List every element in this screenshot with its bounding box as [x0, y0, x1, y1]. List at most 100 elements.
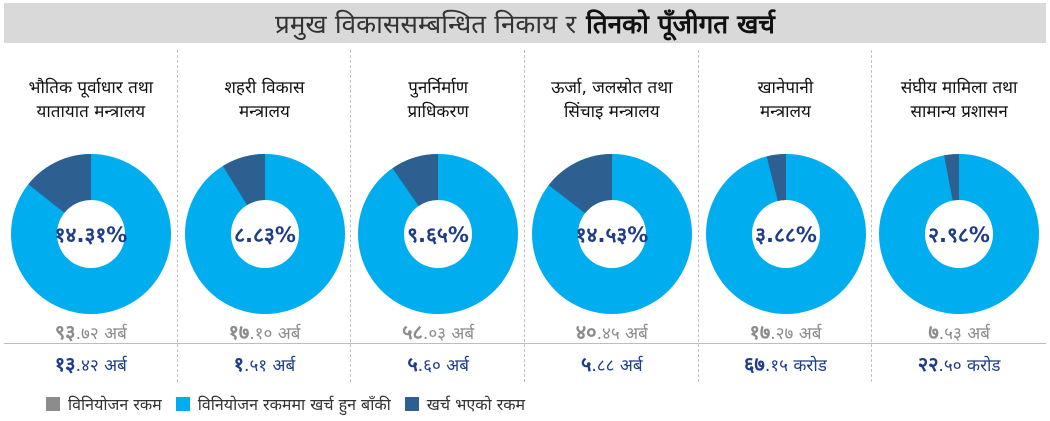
spent-unit: अर्ब: [446, 356, 469, 376]
donut-slice-spent: [222, 154, 265, 206]
allocation-decimal: .२७: [770, 324, 794, 344]
ministry-name-line2: यातायात मन्त्रालय: [36, 102, 146, 122]
allocation-decimal: .७२: [75, 324, 99, 344]
ministry-name: संघीय मामिला तथा सामान्य प्रशासन: [872, 76, 1046, 124]
percent-label: १४.३१%: [55, 223, 128, 247]
spent-value: ५: [580, 352, 592, 376]
donut-chart: १४.३१%: [11, 154, 171, 314]
legend-label-spent: खर्च भएको रकम: [426, 395, 526, 414]
legend-item-remaining: विनियोजन रकममा खर्च हुन बाँकी: [175, 393, 391, 415]
panel-5: खानेपानी मन्त्रालय ३.८८% १७.२७ अर्ब ६७.१५ कर…: [699, 50, 873, 382]
panel-divider: [871, 50, 873, 382]
ministry-name: खानेपानी मन्त्रालय: [699, 76, 873, 124]
donut-chart: ३.८८%: [705, 154, 866, 314]
donut-slice-spent: [944, 154, 960, 201]
panel-divider: [350, 50, 352, 382]
panel-divider: [523, 50, 525, 382]
ministry-name-line2: सामान्य प्रशासन: [910, 102, 1008, 122]
spent-amount: ५.६० अर्ब: [351, 350, 525, 377]
legend-item-spent: खर्च भएको रकम: [404, 393, 526, 415]
ministry-name-line1: ऊर्जा, जलस्रोत तथा: [551, 78, 673, 98]
donut-panels: भौतिक पूर्वाधार तथा यातायात मन्त्रालय १४.३…: [4, 50, 1046, 382]
donut-slice-spent: [766, 154, 786, 202]
legend-swatch-remaining: [175, 397, 190, 411]
legend-swatch-spent: [404, 397, 419, 411]
allocation-unit: अर्ब: [967, 324, 990, 344]
donut-slice-remaining: [184, 154, 345, 314]
legend: विनियोजन रकम विनियोजन रकममा खर्च हुन बाँ…: [46, 392, 539, 416]
ministry-name: पुनर्निर्माण प्राधिकरण: [351, 76, 525, 124]
legend-label-remaining: विनियोजन रकममा खर्च हुन बाँकी: [197, 395, 391, 414]
allocation-amount: ४०.४५ अर्ब: [525, 318, 699, 345]
spent-decimal: .५०: [938, 356, 962, 376]
ministry-name-line1: शहरी विकास: [224, 78, 305, 98]
spent-amount: ५.८८ अर्ब: [525, 350, 699, 377]
spent-amount: ६७.१५ करोड: [699, 350, 873, 377]
spent-decimal: .१५: [764, 356, 788, 376]
donut-slice-remaining: [358, 154, 519, 314]
ministry-name-line2: प्राधिकरण: [407, 102, 469, 122]
allocation-unit: अर्ब: [798, 324, 822, 344]
allocation-value: ५८: [402, 320, 423, 344]
spent-decimal: .८८: [591, 356, 615, 376]
spent-unit: करोड: [967, 356, 1001, 376]
allocation-value: ९३: [54, 320, 76, 344]
ministry-name-line1: संघीय मामिला तथा: [900, 78, 1018, 98]
legend-label-allocation: विनियोजन रकम: [68, 395, 162, 414]
percent-label: १४.५३%: [576, 223, 649, 247]
spent-value: १३: [54, 352, 76, 376]
panel-1: भौतिक पूर्वाधार तथा यातायात मन्त्रालय १४.३…: [4, 50, 178, 382]
row-divider: [4, 343, 1046, 344]
panel-divider: [697, 50, 699, 382]
allocation-amount: १७.२७ अर्ब: [699, 318, 873, 345]
ministry-name-line1: पुनर्निर्माण: [408, 78, 469, 98]
allocation-unit: अर्ब: [277, 324, 301, 344]
allocation-unit: अर्ब: [104, 324, 127, 344]
allocation-decimal: .१०: [249, 324, 273, 344]
spent-unit: करोड: [793, 356, 827, 376]
percent-label: २.९८%: [928, 223, 990, 247]
ministry-name: भौतिक पूर्वाधार तथा यातायात मन्त्रालय: [4, 76, 178, 124]
donut-slice-remaining: [705, 154, 866, 314]
donut-chart: ९.६५%: [358, 154, 519, 314]
panel-2: शहरी विकास मन्त्रालय ८.८३% १७.१० अर्ब १.५१ अ…: [178, 50, 352, 382]
donut-chart: २.९८%: [879, 154, 1040, 314]
spent-decimal: .५१: [244, 356, 268, 376]
panel-divider: [176, 50, 178, 382]
percent-label: ८.८३%: [234, 223, 296, 247]
legend-swatch-allocation: [46, 397, 60, 411]
spent-value: ५: [407, 352, 418, 376]
allocation-value: ७: [928, 320, 939, 344]
spent-value: १: [233, 352, 245, 376]
ministry-name-line1: खानेपानी: [757, 78, 814, 98]
ministry-name-line1: भौतिक पूर्वाधार तथा: [28, 78, 154, 98]
donut-chart: ८.८३%: [184, 154, 345, 314]
donut-slice-spent: [392, 154, 439, 207]
spent-unit: अर्ब: [104, 356, 127, 376]
ministry-name: ऊर्जा, जलस्रोत तथा सिंचाइ मन्त्रालय: [525, 76, 699, 124]
allocation-decimal: .४५: [596, 324, 620, 344]
allocation-unit: अर्ब: [625, 324, 648, 344]
ministry-name-line2: मन्त्रालय: [239, 102, 290, 122]
spent-amount: १.५१ अर्ब: [178, 350, 352, 377]
allocation-value: १७: [749, 320, 771, 344]
donut-slice-remaining: [879, 154, 1040, 314]
percent-label: ३.८८%: [755, 223, 817, 247]
allocation-decimal: .०३: [422, 324, 447, 344]
allocation-value: १७: [228, 320, 250, 344]
spent-value: २२: [917, 352, 939, 376]
spent-amount: २२.५० करोड: [872, 350, 1046, 377]
chart-title-bold: तिनको पूँजीगत खर्च: [586, 10, 775, 40]
spent-unit: अर्ब: [619, 356, 643, 376]
spent-decimal: .४२: [75, 356, 99, 376]
spent-amount: १३.४२ अर्ब: [4, 350, 178, 377]
chart-title: प्रमुख विकाससम्बन्धित निकाय र: [275, 10, 577, 40]
spent-value: ६७: [744, 352, 765, 376]
panel-3: पुनर्निर्माण प्राधिकरण ९.६५% ५८.०३ अर्ब ५.६०…: [351, 50, 525, 382]
spent-decimal: .६०: [417, 356, 441, 376]
allocation-decimal: .५३: [938, 324, 962, 344]
legend-item-allocation: विनियोजन रकम: [46, 393, 162, 415]
ministry-name-line2: मन्त्रालय: [760, 102, 811, 122]
allocation-amount: ९३.७२ अर्ब: [4, 318, 178, 345]
spent-unit: अर्ब: [272, 356, 296, 376]
